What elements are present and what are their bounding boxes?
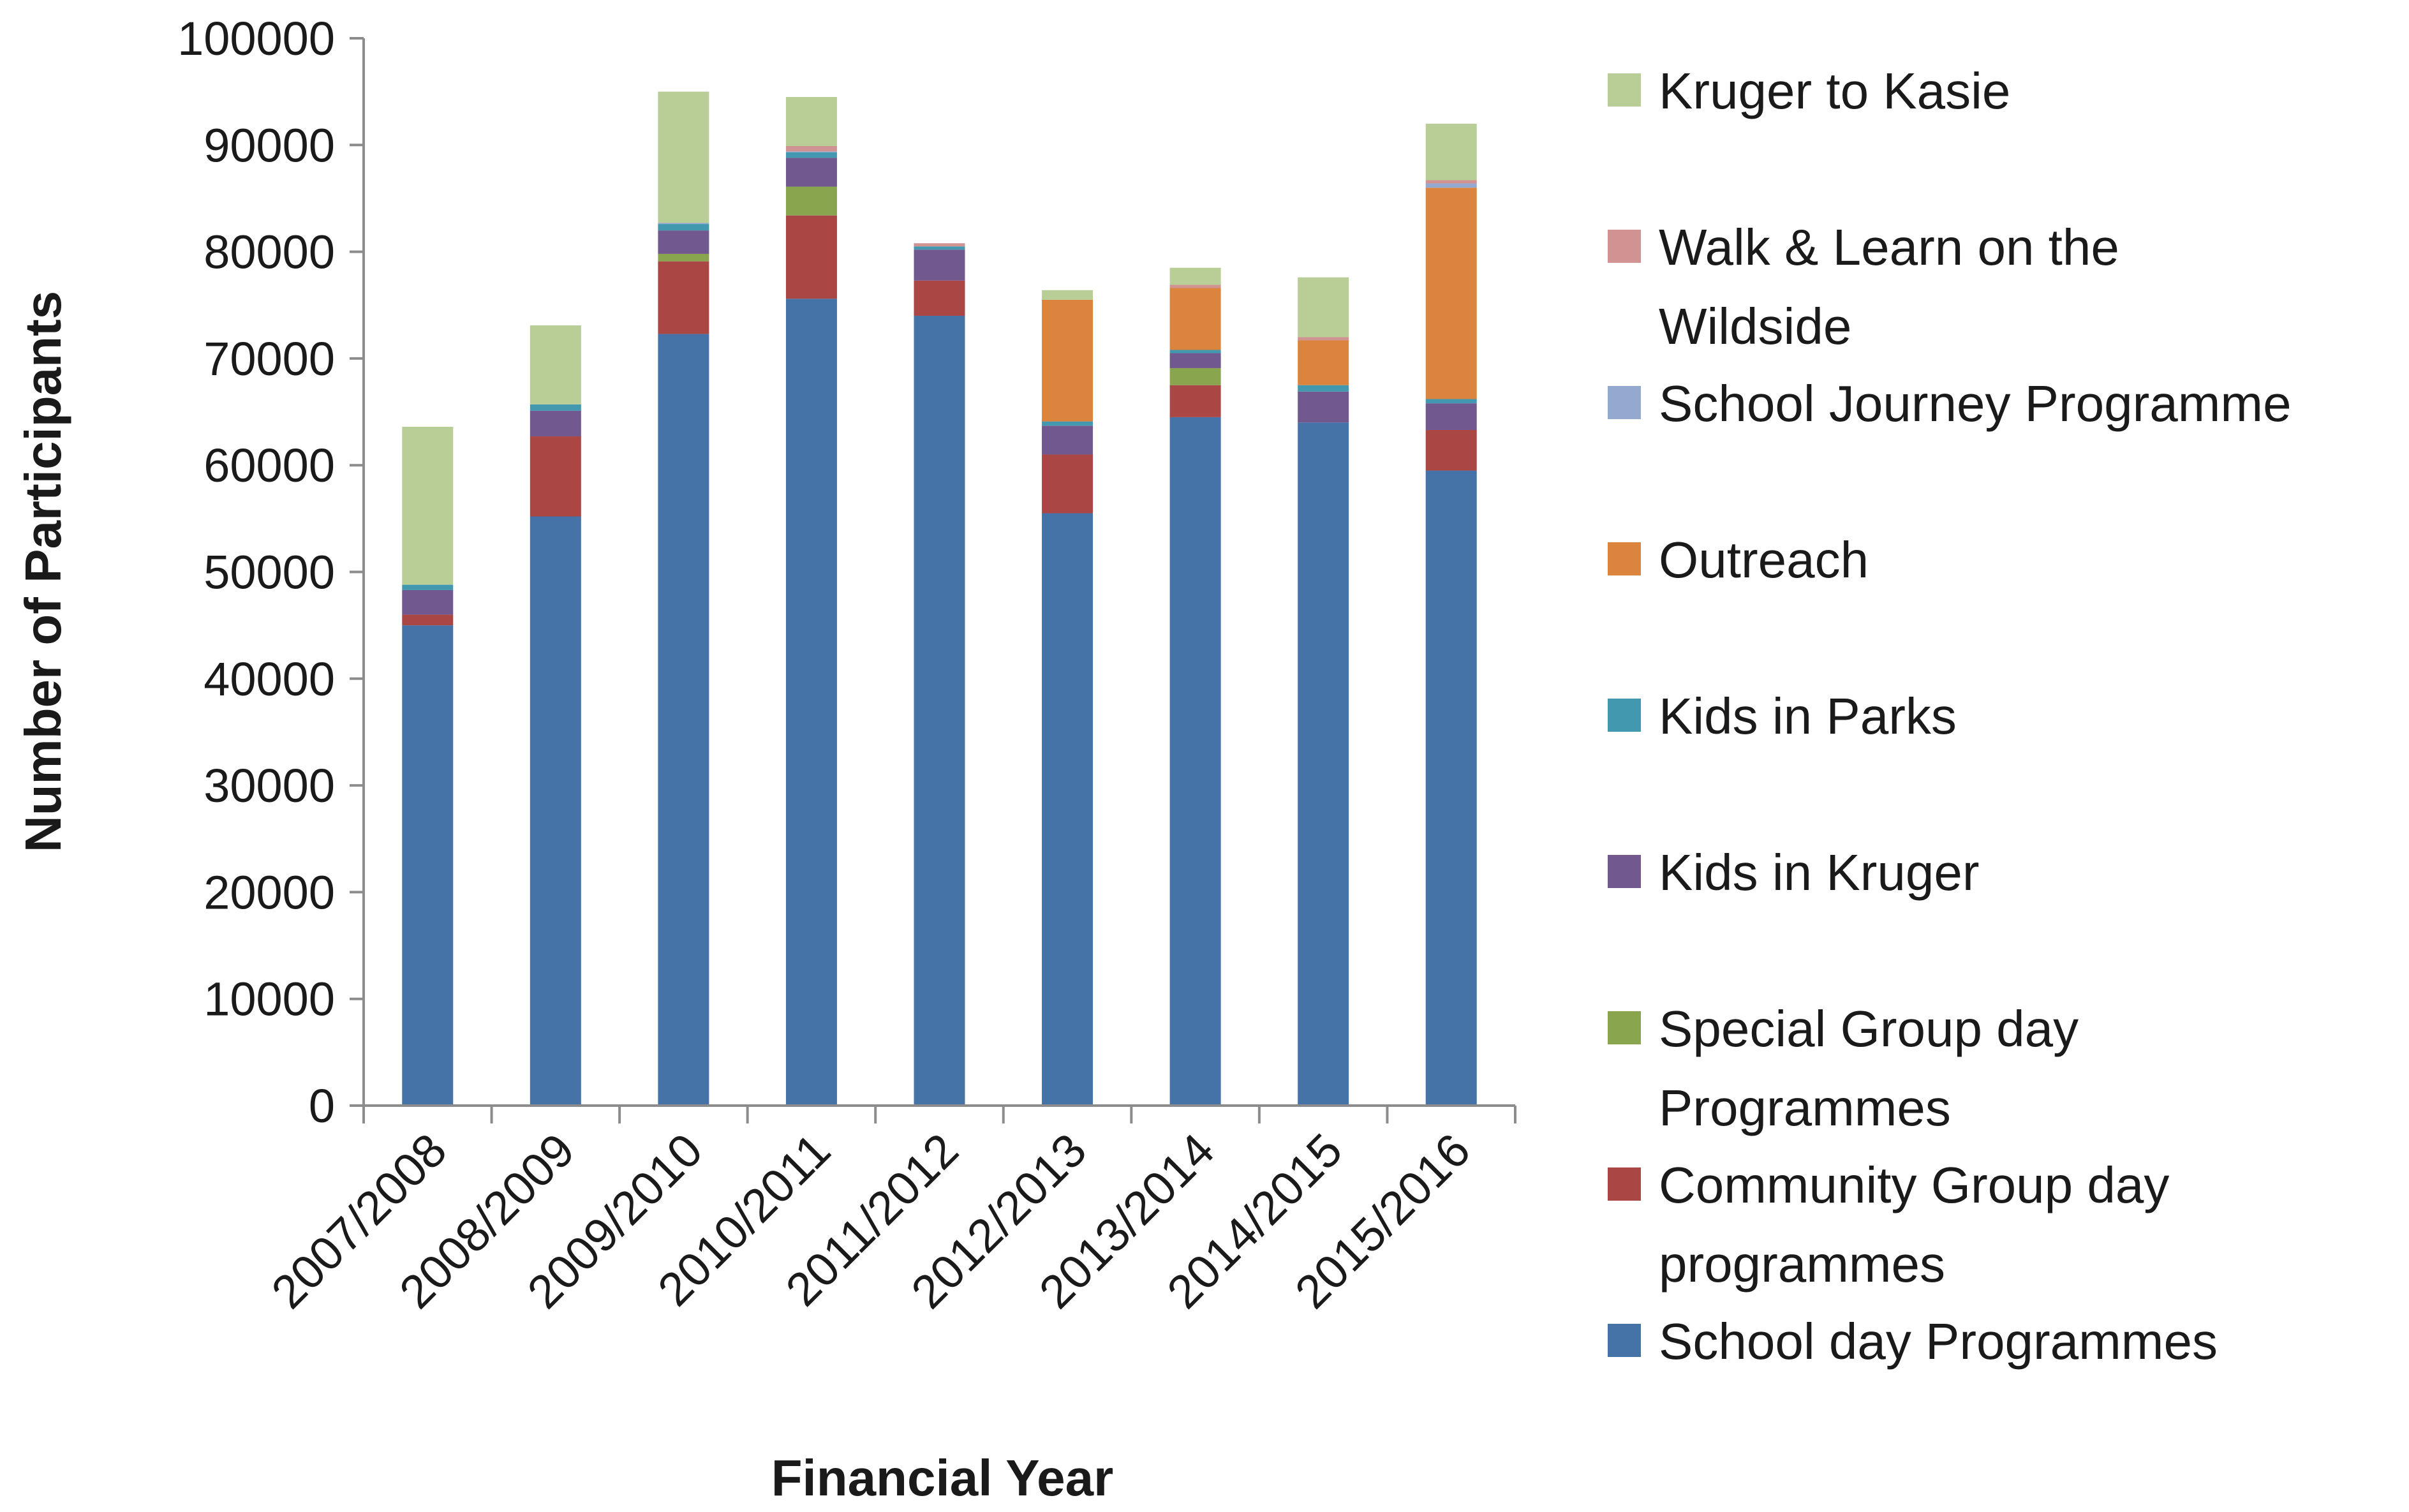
x-ticks-group: 2007/20082008/20092009/20102010/20112011…	[262, 1106, 1516, 1319]
y-tick-label: 80000	[204, 226, 335, 279]
bar-segment	[785, 151, 837, 153]
bar-segment	[1169, 417, 1221, 1106]
bar-segment	[1042, 454, 1093, 514]
legend-label: Kids in Kruger	[1659, 844, 1979, 901]
bar-segment	[658, 230, 709, 254]
bar-segment	[1298, 422, 1349, 1106]
bar-segment	[1425, 123, 1477, 181]
y-ticks-group: 0 10000 20000 30000 40000 50000 60000 70000 8000…	[177, 12, 364, 1132]
legend-label: Kids in Parks	[1659, 688, 1957, 745]
legend-marker	[1608, 1167, 1641, 1201]
bar-segment	[1298, 337, 1349, 341]
legend-marker	[1608, 230, 1641, 263]
legend-label: School Journey Programme	[1659, 375, 2292, 432]
y-tick-label: 20000	[204, 866, 335, 919]
bar-segment	[914, 280, 965, 316]
bar-segment	[785, 299, 837, 1106]
y-axis-title: Number of Participants	[15, 291, 71, 852]
legend-marker	[1608, 699, 1641, 732]
bar-segment	[1169, 285, 1221, 288]
legend-label: Community Group day	[1659, 1157, 2169, 1213]
bar-segment	[914, 315, 965, 1106]
bar-segment	[785, 186, 837, 216]
legend: Kruger to Kasie Walk & Learn on the Wildsi…	[1608, 63, 2292, 1370]
bar-segment	[1425, 429, 1477, 471]
bar-segment	[914, 246, 965, 250]
bar-segment	[530, 516, 581, 1106]
bar-segment	[914, 249, 965, 281]
legend-marker	[1608, 542, 1641, 575]
legend-marker	[1608, 855, 1641, 888]
bar-segment	[530, 325, 581, 404]
bar-segment	[1298, 385, 1349, 392]
y-tick-label: 60000	[204, 439, 335, 492]
bar-segment	[1298, 277, 1349, 337]
bar-segment	[658, 253, 709, 262]
bar-segment	[1425, 180, 1477, 184]
bar-segment	[785, 97, 837, 146]
bar-segment	[658, 334, 709, 1106]
y-tick-label: 50000	[204, 546, 335, 599]
bar-segment	[1169, 385, 1221, 417]
bar-segment	[1042, 299, 1093, 422]
legend-marker	[1608, 1011, 1641, 1044]
bar-segment	[785, 215, 837, 299]
bar-segment	[658, 223, 709, 225]
bar-segment	[402, 614, 454, 626]
legend-label: Walk & Learn on the	[1659, 219, 2119, 276]
legend-label: Kruger to Kasie	[1659, 63, 2010, 119]
y-tick-label: 30000	[204, 759, 335, 812]
legend-label: Special Group day	[1659, 1000, 2079, 1057]
bar-segment	[1425, 183, 1477, 188]
legend-label: Wildside	[1659, 298, 1851, 355]
legend-label: School day Programmes	[1659, 1313, 2218, 1370]
y-tick-label: 70000	[204, 332, 335, 385]
bar-segment	[1042, 290, 1093, 300]
legend-marker	[1608, 386, 1641, 419]
bar-segment	[1169, 267, 1221, 285]
bar-segment	[402, 625, 454, 1106]
x-axis-title: Financial Year	[771, 1449, 1114, 1506]
y-tick-label: 100000	[177, 12, 335, 65]
bar-segment	[402, 426, 454, 585]
bars-group	[402, 91, 1477, 1106]
bar-segment	[1042, 421, 1093, 426]
bar-segment	[1298, 340, 1349, 385]
legend-label: Outreach	[1659, 531, 1869, 588]
y-tick-label: 90000	[204, 119, 335, 172]
bar-segment	[1169, 353, 1221, 368]
legend-marker	[1608, 73, 1641, 107]
bar-segment	[1425, 188, 1477, 399]
bar-segment	[402, 589, 454, 615]
bar-segment	[658, 91, 709, 223]
y-tick-label: 40000	[204, 653, 335, 706]
y-tick-label: 0	[309, 1079, 335, 1132]
legend-label: programmes	[1659, 1236, 1945, 1293]
bar-segment	[530, 404, 581, 411]
bar-segment	[785, 158, 837, 187]
bar-segment	[785, 145, 837, 152]
legend-marker	[1608, 1324, 1641, 1357]
bar-segment	[1425, 399, 1477, 404]
bar-segment	[1042, 513, 1093, 1106]
bar-segment	[658, 261, 709, 334]
bar-segment	[785, 152, 837, 158]
bar-segment	[1169, 350, 1221, 353]
bar-segment	[914, 243, 965, 247]
bar-segment	[1169, 288, 1221, 350]
bar-segment	[658, 224, 709, 231]
bar-segment	[1169, 367, 1221, 385]
bar-segment	[1042, 426, 1093, 455]
bar-segment	[402, 584, 454, 590]
bar-segment	[530, 410, 581, 437]
bar-segment	[530, 436, 581, 517]
bar-segment	[1298, 391, 1349, 423]
legend-label: Programmes	[1659, 1079, 1951, 1136]
y-tick-label: 10000	[204, 973, 335, 1026]
bar-segment	[1425, 470, 1477, 1106]
bar-segment	[1425, 403, 1477, 430]
